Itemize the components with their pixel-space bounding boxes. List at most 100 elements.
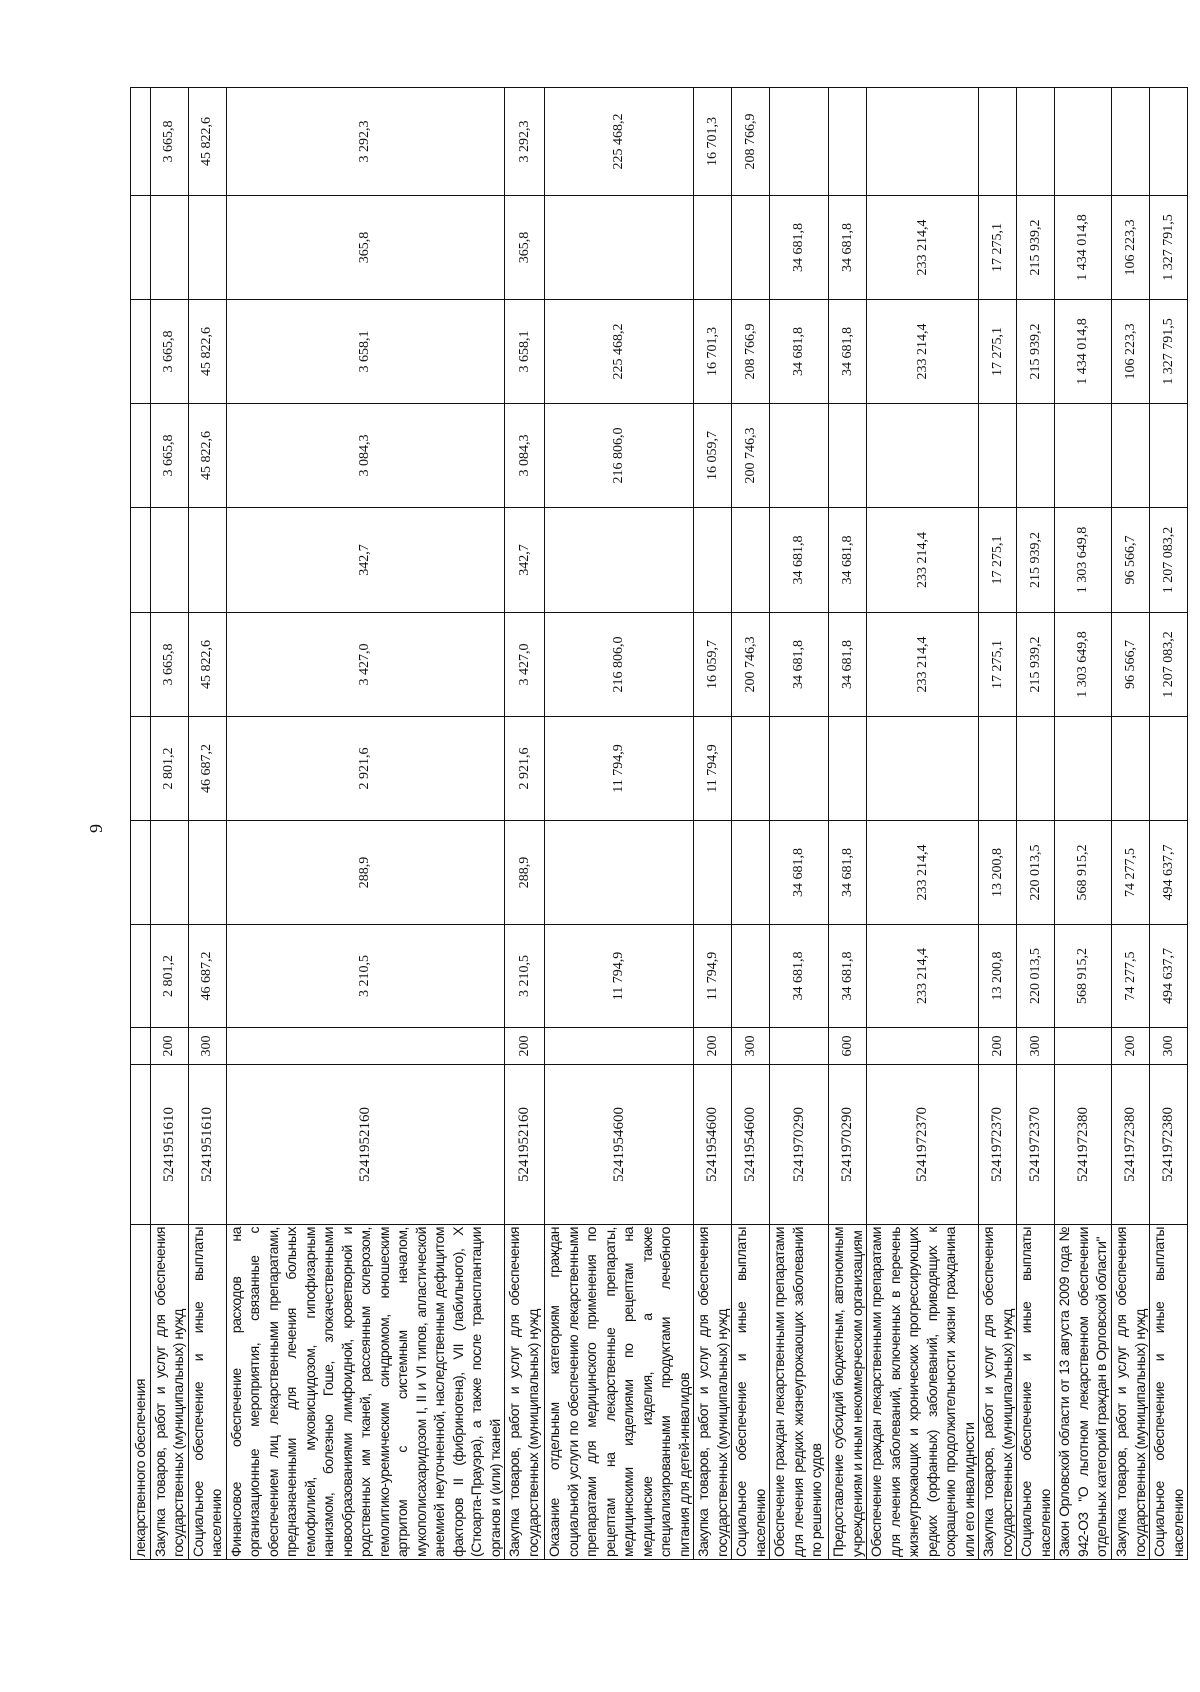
expense-type-code: [226, 1027, 505, 1065]
target-article-code: 5241972380: [1111, 1064, 1150, 1225]
amount-cell: [188, 195, 226, 300]
amount-cell: 106 223,3: [1111, 195, 1150, 300]
amount-cell: 3 210,5: [226, 924, 505, 1028]
row-description: Финансовое обеспечение расходов на орган…: [226, 1224, 505, 1560]
amount-cell: 74 277,5: [1111, 924, 1150, 1028]
amount-cell: [828, 403, 867, 508]
table-row: лекарственного обеспечения: [130, 87, 150, 1560]
expense-type-code: 200: [978, 1027, 1017, 1065]
amount-cell: 3 665,8: [150, 403, 188, 508]
amount-cell: [130, 299, 150, 404]
amount-cell: 11 794,9: [693, 716, 732, 821]
row-description: Закон Орловской области от 13 августа 20…: [1054, 1224, 1112, 1560]
amount-cell: [130, 716, 150, 821]
target-article-code: 5241972380: [1054, 1064, 1112, 1225]
target-article-code: 5241972370: [1016, 1064, 1055, 1225]
amount-cell: 46 687,2: [188, 716, 226, 821]
expense-type-code: 300: [1016, 1027, 1055, 1065]
amount-cell: [828, 87, 867, 196]
table-row: Закупка товаров, работ и услуг для обесп…: [978, 87, 1017, 1560]
amount-cell: 3 665,8: [150, 299, 188, 404]
amount-cell: 233 214,4: [866, 612, 979, 717]
amount-cell: 568 915,2: [1054, 924, 1112, 1028]
row-description: Обеспечение граждан лекарственными препа…: [769, 1224, 829, 1560]
row-description: Оказание отдельным категориям граждан со…: [544, 1224, 694, 1560]
amount-cell: [130, 820, 150, 925]
amount-cell: [544, 507, 694, 613]
table-row: Закупка товаров, работ и услуг для обесп…: [150, 87, 188, 1560]
amount-cell: 494 637,7: [1149, 924, 1188, 1028]
target-article-code: 5241954600: [693, 1064, 732, 1225]
amount-cell: 74 277,5: [1111, 820, 1150, 925]
amount-cell: 34 681,8: [828, 299, 867, 404]
amount-cell: 34 681,8: [769, 507, 829, 613]
amount-cell: 96 566,7: [1111, 507, 1150, 613]
amount-cell: [1016, 716, 1055, 821]
amount-cell: [731, 195, 770, 300]
table-row: Социальное обеспечение и иные выплаты на…: [188, 87, 226, 1560]
amount-cell: 200 746,3: [731, 403, 770, 508]
amount-cell: 45 822,6: [188, 612, 226, 717]
amount-cell: 2 801,2: [150, 716, 188, 821]
amount-cell: 16 701,3: [693, 299, 732, 404]
amount-cell: [769, 87, 829, 196]
amount-cell: [1149, 716, 1188, 821]
amount-cell: [130, 403, 150, 508]
amount-cell: 568 915,2: [1054, 820, 1112, 925]
amount-cell: 34 681,8: [828, 924, 867, 1028]
target-article-code: 5241972370: [866, 1064, 979, 1225]
amount-cell: 200 746,3: [731, 612, 770, 717]
amount-cell: [731, 507, 770, 613]
amount-cell: [978, 403, 1017, 508]
table-row: Оказание отдельным категориям граждан со…: [544, 87, 694, 1560]
amount-cell: [1054, 716, 1112, 821]
amount-cell: [731, 820, 770, 925]
amount-cell: 3 665,8: [150, 87, 188, 196]
table-row: Закон Орловской области от 13 августа 20…: [1054, 87, 1112, 1560]
amount-cell: 1 207 083,2: [1149, 612, 1188, 717]
table-row: Финансовое обеспечение расходов на орган…: [226, 87, 505, 1560]
expense-type-code: [769, 1027, 829, 1065]
amount-cell: 216 806,0: [544, 403, 694, 508]
amount-cell: 3 084,3: [226, 403, 505, 508]
amount-cell: 34 681,8: [769, 820, 829, 925]
amount-cell: 34 681,8: [828, 507, 867, 613]
amount-cell: 16 059,7: [693, 612, 732, 717]
amount-cell: 17 275,1: [978, 299, 1017, 404]
row-description: Закупка товаров, работ и услуг для обесп…: [978, 1224, 1017, 1560]
amount-cell: 288,9: [504, 820, 545, 925]
row-description: Обеспечение граждан лекарственными препа…: [866, 1224, 979, 1560]
amount-cell: [866, 716, 979, 821]
amount-cell: 233 214,4: [866, 195, 979, 300]
row-description: Социальное обеспечение и иные выплаты на…: [731, 1224, 770, 1560]
target-article-code: 5241972370: [978, 1064, 1017, 1225]
amount-cell: 34 681,8: [769, 299, 829, 404]
target-article-code: 5241951610: [150, 1064, 188, 1225]
amount-cell: [130, 612, 150, 717]
expense-type-code: 200: [150, 1027, 188, 1065]
target-article-code: 5241952160: [504, 1064, 545, 1225]
amount-cell: 233 214,4: [866, 924, 979, 1028]
amount-cell: [828, 716, 867, 821]
amount-cell: [693, 820, 732, 925]
table-row: Социальное обеспечение и иные выплаты на…: [731, 87, 770, 1560]
amount-cell: 1 434 014,8: [1054, 299, 1112, 404]
amount-cell: 225 468,2: [544, 87, 694, 196]
amount-cell: [1149, 403, 1188, 508]
table-row: Закупка товаров, работ и услуг для обесп…: [693, 87, 732, 1560]
amount-cell: 13 200,8: [978, 820, 1017, 925]
amount-cell: [130, 195, 150, 300]
amount-cell: [544, 195, 694, 300]
row-description: Социальное обеспечение и иные выплаты на…: [188, 1224, 226, 1560]
expense-type-code: 300: [731, 1027, 770, 1065]
expense-type-code: 300: [1149, 1027, 1188, 1065]
expense-type-code: [544, 1027, 694, 1065]
target-article-code: 5241972380: [1149, 1064, 1188, 1225]
amount-cell: 215 939,2: [1016, 612, 1055, 717]
amount-cell: [978, 87, 1017, 196]
expense-type-code: [1054, 1027, 1112, 1065]
amount-cell: 1 303 649,8: [1054, 612, 1112, 717]
amount-cell: 220 013,5: [1016, 924, 1055, 1028]
page-number: 9: [86, 824, 106, 833]
table-row: Социальное обеспечение и иные выплаты на…: [1149, 87, 1188, 1560]
